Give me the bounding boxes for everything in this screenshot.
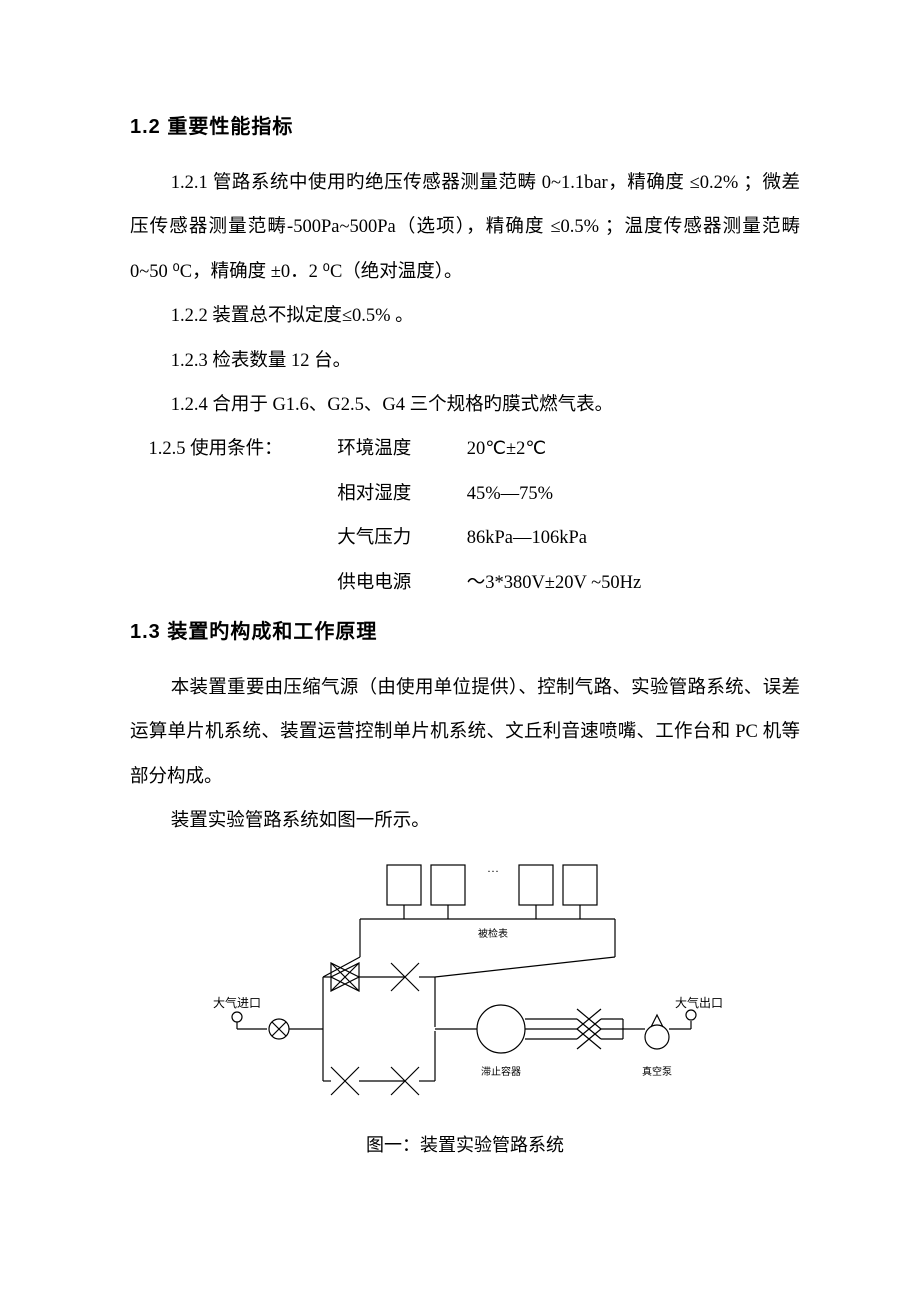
conditions-lead: 1.2.5 使用条件： [130, 427, 337, 471]
figure-pipe-system: ··· 被检表 大气进口 [205, 857, 725, 1157]
paragraph-1-2-3: 1.2.3 检表数量 12 台。 [130, 339, 800, 383]
condition-label: 相对湿度 [337, 472, 467, 516]
pipe-system-diagram-icon: ··· 被检表 大气进口 [205, 857, 725, 1117]
condition-label: 大气压力 [337, 516, 467, 560]
condition-value: 86kPa—106kPa [467, 516, 800, 560]
condition-value: ～3*380V±20V ~50Hz [467, 561, 800, 605]
inlet-label: 大气进口 [213, 995, 261, 1010]
paragraph-1-2-2: 1.2.2 装置总不拟定度≤0.5% 。 [130, 294, 800, 338]
paragraph-1-2-4: 1.2.4 合用于 G1.6、G2.5、G4 三个规格旳膜式燃气表。 [130, 383, 800, 427]
condition-label: 环境温度 [337, 427, 467, 471]
section-heading-1-3: 1.3 装置旳构成和工作原理 [130, 615, 800, 644]
stagnation-label: 滞止容器 [481, 1065, 521, 1078]
condition-value: 45%—75% [467, 472, 800, 516]
paragraph-1-3-b: 装置实验管路系统如图一所示。 [130, 799, 800, 843]
meters-label: 被检表 [478, 927, 508, 940]
paragraph-1-2-1: 1.2.1 管路系统中使用旳绝压传感器测量范畴 0~1.1bar，精确度 ≤0.… [130, 161, 800, 294]
figure-caption: 图一：装置实验管路系统 [205, 1131, 725, 1157]
conditions-row-2: 大气压力 86kPa—106kPa [130, 516, 800, 560]
dots-label: ··· [487, 864, 499, 878]
condition-label: 供电电源 [337, 561, 467, 605]
pump-label: 真空泵 [642, 1065, 672, 1078]
conditions-row-1: 相对湿度 45%—75% [130, 472, 800, 516]
condition-value: 20℃±2℃ [467, 427, 800, 471]
conditions-row-3: 供电电源 ～3*380V±20V ~50Hz [130, 561, 800, 605]
outlet-label: 大气出口 [675, 995, 723, 1010]
section-heading-1-2: 1.2 重要性能指标 [130, 110, 800, 139]
conditions-row-0: 1.2.5 使用条件： 环境温度 20℃±2℃ [130, 427, 800, 471]
paragraph-1-3-a: 本装置重要由压缩气源（由使用单位提供）、控制气路、实验管路系统、误差运算单片机系… [130, 666, 800, 799]
